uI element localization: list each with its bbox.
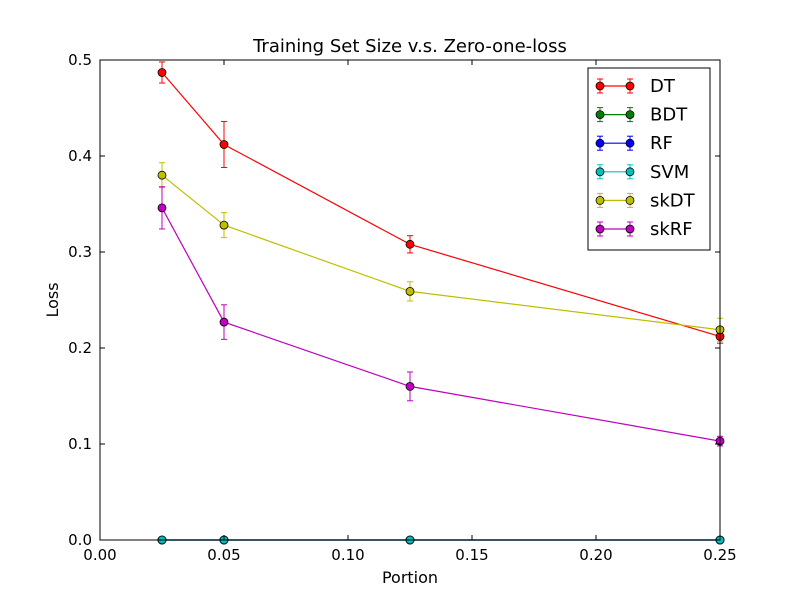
data-point (157, 203, 167, 213)
x-tick-label: 0.15 (455, 546, 488, 564)
series-skrf (157, 186, 725, 447)
y-tick-label: 0.5 (68, 51, 92, 69)
legend-marker (595, 224, 605, 234)
x-tick-label: 0.20 (579, 546, 612, 564)
y-tick-label: 0.0 (68, 531, 92, 549)
legend-label-skrf: skRF (650, 219, 693, 240)
legend-marker (595, 138, 605, 148)
legend-marker (625, 138, 635, 148)
series-line (161, 72, 721, 338)
legend-marker (625, 110, 635, 119)
legend: DT BDT RF SVM skDT skRF (587, 67, 711, 251)
x-tick-label: 0.25 (703, 546, 736, 564)
y-tick-label: 0.1 (68, 435, 92, 453)
x-tick-label: 0.00 (83, 546, 116, 564)
legend-marker (625, 167, 635, 177)
legend-label-rf: RF (650, 133, 673, 154)
data-point (219, 317, 229, 327)
plot-frame (99, 59, 721, 541)
x-tick-label: 0.10 (331, 546, 364, 564)
legend-marker (595, 110, 605, 119)
data-point (157, 68, 167, 77)
y-tick-label: 0.2 (68, 339, 92, 357)
data-point (157, 170, 167, 180)
legend-label-skdt: skDT (650, 190, 696, 211)
chart-title: Training Set Size v.s. Zero-one-loss (252, 36, 567, 57)
x-tick-label: 0.05 (207, 546, 240, 564)
legend-label-bdt: BDT (650, 105, 688, 126)
axis-ticks: 0.00 0.05 0.10 0.15 0.20 0.25 0.0 0.1 0.2 0.3 0.4 0… (68, 51, 737, 564)
series-line (161, 174, 721, 331)
series-line (161, 207, 721, 442)
legend-box (587, 67, 711, 251)
y-axis-label: Loss (43, 282, 62, 317)
legend-label-svm: SVM (650, 162, 689, 183)
legend-marker (595, 81, 605, 91)
legend-label-dt: DT (650, 76, 676, 97)
data-point (405, 381, 415, 391)
legend-marker (625, 195, 635, 205)
y-tick-label: 0.3 (68, 243, 92, 261)
data-point (405, 239, 415, 249)
legend-marker (625, 81, 635, 91)
data-point (219, 220, 229, 230)
legend-marker (595, 195, 605, 205)
data-point (219, 140, 229, 149)
x-axis-label: Portion (382, 568, 438, 587)
data-point (405, 286, 415, 296)
y-tick-label: 0.4 (68, 147, 92, 165)
series-dt (157, 61, 725, 344)
legend-marker (595, 167, 605, 177)
legend-marker (625, 224, 635, 234)
